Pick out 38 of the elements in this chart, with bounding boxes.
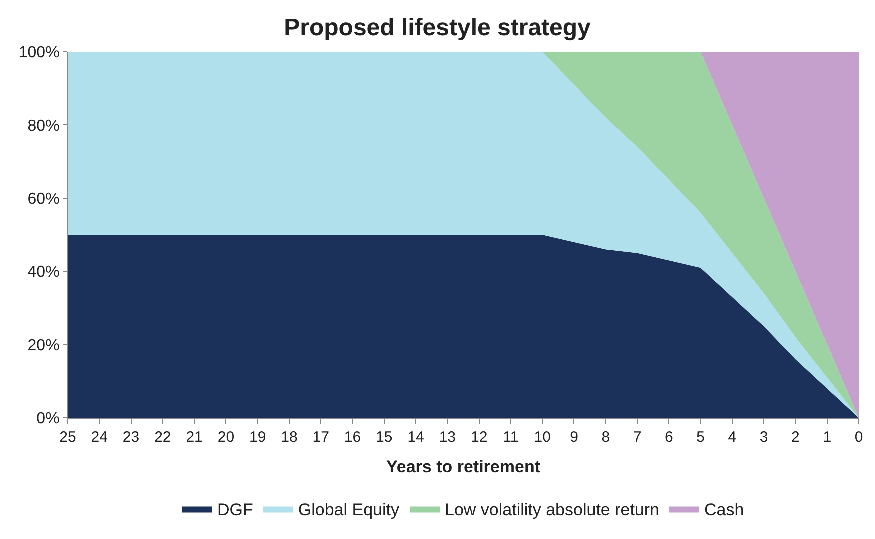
y-tick-label: 100% [18,44,60,62]
x-tick-label: 3 [760,429,768,446]
x-tick-label: 4 [728,429,737,446]
y-tick-label: 20% [28,337,60,354]
x-tick-label: 10 [534,429,551,446]
y-tick-label: 0% [36,410,60,428]
y-tick-label: 60% [28,191,60,208]
x-tick-label: 1 [823,429,832,446]
x-tick-label: 18 [281,429,298,446]
x-tick-label: 23 [122,429,140,446]
x-tick-label: 20 [218,429,235,446]
legend-label: Cash [704,500,744,520]
x-tick-label: 8 [602,429,610,446]
chart-title: Proposed lifestyle strategy [284,14,592,42]
x-tick-label: 19 [249,429,266,446]
x-tick-label: 5 [696,429,705,446]
x-tick-label: 9 [570,429,578,446]
x-tick-label: 14 [408,429,424,446]
legend-label: Low volatility absolute return [445,500,660,520]
x-tick-label: 17 [312,429,330,446]
x-tick-label: 12 [470,429,488,446]
x-tick-label: 24 [91,429,108,446]
legend-label: DGF [218,500,254,520]
x-tick-label: 25 [60,429,76,446]
legend-label: Global Equity [298,500,400,520]
x-tick-label: 13 [439,429,456,446]
x-tick-label: 15 [376,429,393,446]
y-tick-label: 80% [28,118,60,135]
x-axis-title: Years to retirement [386,457,541,476]
y-tick-label: 40% [28,264,60,282]
x-tick-label: 0 [854,429,864,446]
x-tick-label: 2 [792,429,800,446]
x-tick-label: 21 [186,429,203,446]
x-tick-label: 7 [633,429,642,446]
x-tick-label: 11 [503,429,519,446]
x-tick-label: 22 [154,429,172,446]
x-tick-label: 6 [664,429,674,446]
x-tick-label: 16 [344,429,362,446]
